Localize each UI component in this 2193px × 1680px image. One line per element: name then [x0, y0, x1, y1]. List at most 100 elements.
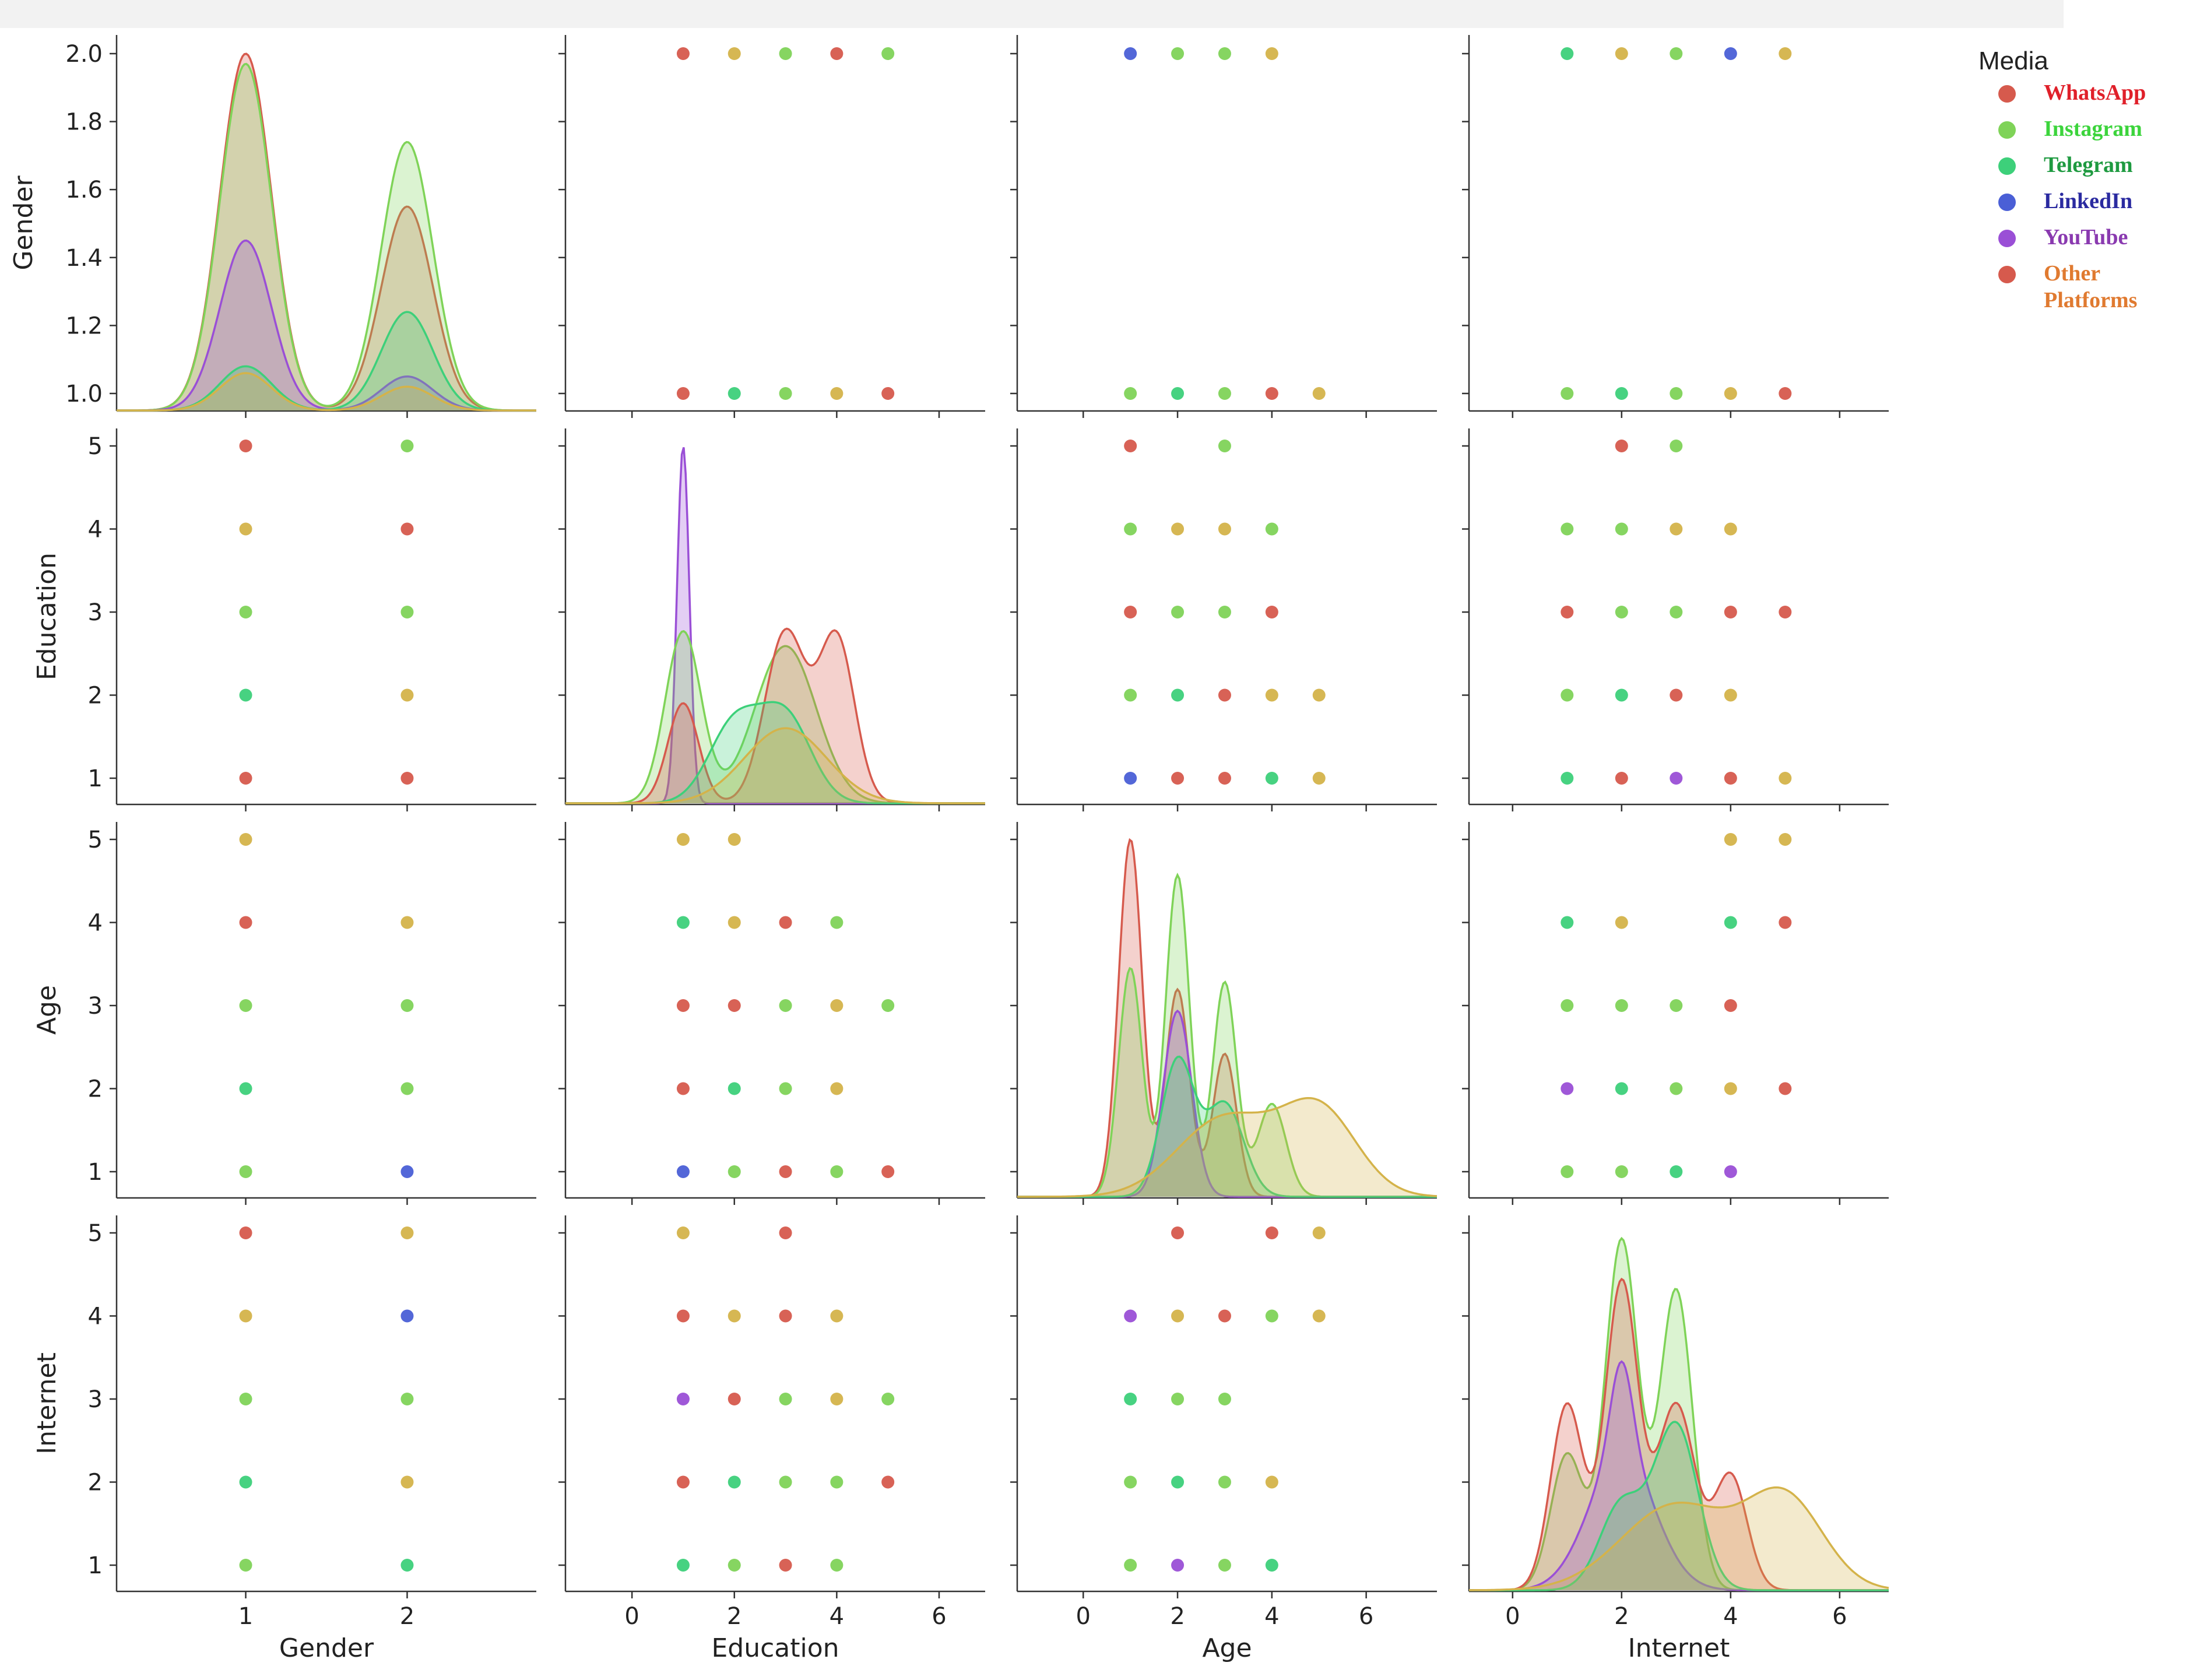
scatter-point	[239, 522, 252, 536]
scatter-point	[728, 1082, 741, 1095]
scatter-point	[1779, 1082, 1792, 1095]
scatter-point	[1312, 772, 1326, 785]
scatter-point	[239, 1082, 252, 1095]
x-tick-label: 6	[1359, 1603, 1373, 1630]
scatter-point	[1218, 1393, 1231, 1405]
scatter-point	[728, 1393, 741, 1405]
kde-fill-instagram	[1469, 1238, 1889, 1590]
x-tick-label: 2	[727, 1603, 741, 1630]
kde-line-other-platforms	[117, 372, 536, 412]
scatter-point	[830, 47, 844, 60]
y-axis-label: Education	[32, 553, 62, 680]
scatter-point	[1171, 1309, 1185, 1323]
scatter-point	[1779, 47, 1792, 60]
kde-line-telegram	[1017, 1055, 1437, 1198]
scatter-point	[1724, 916, 1737, 929]
scatter-point	[1670, 772, 1683, 785]
legend-item-whatsapp: WhatsApp	[1976, 76, 2186, 112]
scatter-point	[1615, 47, 1628, 60]
y-tick-label: 2	[88, 683, 103, 709]
legend-item-other-platforms: Other Platforms	[1976, 256, 2186, 312]
scatter-point	[400, 440, 414, 452]
scatter-point	[400, 688, 414, 702]
kde-line-other-platforms	[1469, 1486, 1889, 1591]
scatter-point	[676, 1309, 690, 1323]
kde-fill-telegram	[1469, 1422, 1889, 1590]
scatter-point	[1615, 916, 1628, 929]
scatter-point	[1561, 387, 1574, 400]
x-axis-label: Age	[1202, 1633, 1252, 1663]
scatter-point	[779, 1082, 792, 1095]
y-tick-label: 1.0	[65, 381, 103, 407]
scatter-point	[1724, 387, 1737, 400]
scatter-point	[1724, 772, 1737, 785]
scatter-point	[881, 1165, 895, 1178]
legend-marker	[1998, 266, 2016, 283]
scatter-point	[239, 916, 252, 929]
legend-item-youtube: YouTube	[1976, 220, 2186, 256]
scatter-point	[1724, 522, 1737, 536]
scatter-point	[400, 916, 414, 929]
scatter-point	[830, 1309, 844, 1323]
scatter-point	[1171, 606, 1185, 618]
scatter-point	[1561, 999, 1574, 1012]
scatter-point	[1124, 387, 1137, 400]
scatter-point	[830, 387, 844, 400]
scatter-point	[676, 1082, 690, 1095]
scatter-point	[400, 1559, 414, 1572]
scatter-point	[1561, 606, 1574, 618]
scatter-point	[1265, 387, 1278, 400]
scatter-point	[239, 833, 252, 846]
scatter-point	[881, 47, 895, 60]
scatter-point	[400, 1226, 414, 1239]
scatter-point	[400, 1393, 414, 1405]
scatter-point	[1218, 387, 1231, 400]
scatter-point	[779, 47, 792, 60]
kde-fill-other-platforms	[1469, 1487, 1889, 1590]
x-tick-label: 0	[624, 1603, 639, 1630]
x-axis-label: Education	[711, 1633, 839, 1663]
scatter-point	[1561, 1165, 1574, 1178]
kde-fill-whatsapp	[117, 54, 536, 411]
scatter-point	[239, 999, 252, 1012]
scatter-point	[239, 1309, 252, 1323]
scatter-point	[728, 999, 741, 1012]
y-tick-label: 5	[88, 1220, 103, 1247]
scatter-point	[881, 1475, 895, 1489]
scatter-point	[830, 916, 844, 929]
scatter-point	[676, 999, 690, 1012]
x-tick-label: 2	[1170, 1603, 1185, 1630]
scatter-point	[239, 688, 252, 702]
y-tick-label: 1	[88, 1552, 103, 1579]
scatter-point	[1561, 772, 1574, 785]
kde-fill-whatsapp	[1469, 1279, 1889, 1590]
scatter-point	[1724, 688, 1737, 702]
scatter-point	[400, 999, 414, 1012]
legend-marker	[1998, 194, 2016, 211]
scatter-point	[676, 916, 690, 929]
scatter-point	[779, 1559, 792, 1572]
scatter-point	[1615, 772, 1628, 785]
kde-line-other-platforms	[1017, 1096, 1438, 1198]
scatter-point	[1670, 1082, 1683, 1095]
scatter-point	[1615, 999, 1628, 1012]
scatter-point	[728, 1475, 741, 1489]
scatter-point	[400, 772, 414, 785]
scatter-point	[1312, 387, 1326, 400]
scatter-point	[676, 1226, 690, 1239]
legend-label: YouTube	[2044, 225, 2128, 249]
scatter-point	[676, 1165, 690, 1178]
scatter-point	[239, 1393, 252, 1405]
scatter-point	[1615, 387, 1628, 400]
scatter-point	[676, 1559, 690, 1572]
scatter-point	[1124, 1475, 1137, 1489]
kde-fill-telegram	[565, 702, 985, 803]
x-tick-label: 2	[400, 1603, 414, 1630]
scatter-point	[830, 1165, 844, 1178]
scatter-point	[1124, 440, 1137, 452]
scatter-point	[779, 387, 792, 400]
scatter-point	[1561, 916, 1574, 929]
legend-label: Telegram	[2044, 153, 2133, 177]
